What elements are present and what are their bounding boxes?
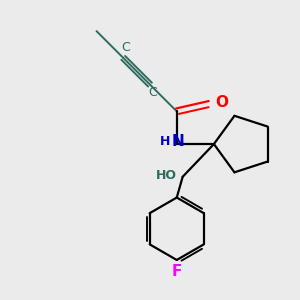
Text: F: F xyxy=(172,263,182,278)
Text: H: H xyxy=(160,135,170,148)
Text: O: O xyxy=(215,95,228,110)
Text: C: C xyxy=(148,86,157,99)
Text: HO: HO xyxy=(156,169,177,182)
Text: N: N xyxy=(172,134,184,149)
Text: C: C xyxy=(121,41,130,54)
